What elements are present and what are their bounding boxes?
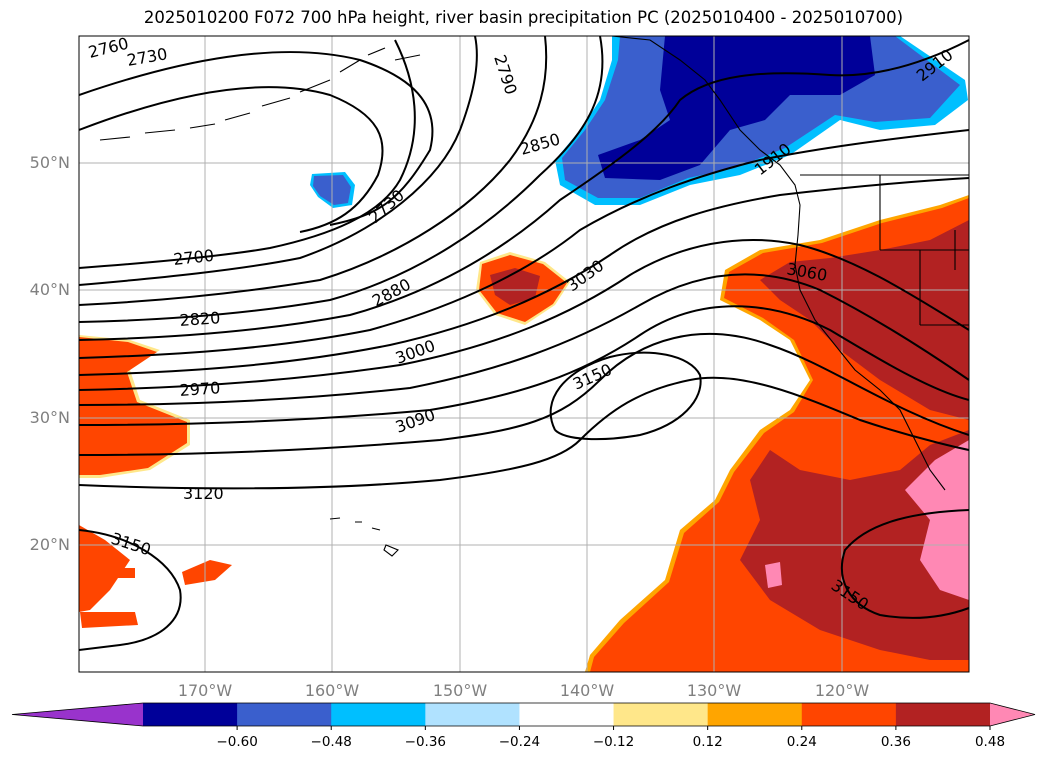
lat-label-30n: 30°N <box>29 408 70 427</box>
lon-label-150w: 150°W <box>432 681 488 700</box>
colorbar-segment <box>425 703 520 726</box>
precip-positive-region <box>115 568 135 578</box>
colorbar-outline <box>11 702 1036 727</box>
colorbar-tick-label: −0.60 <box>216 734 258 750</box>
colorbar-tick-label: −0.24 <box>498 734 541 750</box>
colorbar-tick-label: 0.48 <box>974 734 1006 750</box>
colorbar-tick-label: 0.24 <box>786 734 817 750</box>
aleutian-islands <box>99 47 421 141</box>
lon-label-120w: 120°W <box>814 681 870 700</box>
precip-positive-region <box>79 337 187 475</box>
precip-positive-region <box>760 220 969 420</box>
colorbar-tick-label: −0.36 <box>404 734 447 750</box>
precip-positive-region <box>80 612 138 628</box>
colorbar-segment <box>519 703 615 726</box>
graticule <box>79 36 969 672</box>
colorbar-segment <box>143 703 238 726</box>
lat-label-50n: 50°N <box>29 153 70 172</box>
lon-label-160w: 160°W <box>304 681 360 700</box>
precip-positive-region <box>182 560 232 585</box>
colorbar-segment <box>801 703 897 726</box>
contour-label: 2700 <box>172 246 214 269</box>
lon-label-130w: 130°W <box>686 681 742 700</box>
colorbar-segment <box>613 703 709 726</box>
colorbar-extension-high <box>990 703 1035 726</box>
contour-label: 2820 <box>179 308 221 330</box>
precip-positive-region <box>79 525 130 612</box>
colorbar-segment <box>237 703 332 726</box>
map-frame <box>78 35 970 673</box>
colorbar-extension-low <box>12 703 143 726</box>
lon-label-170w: 170°W <box>177 681 233 700</box>
colorbar-segment <box>331 703 426 726</box>
colorbar-tick-label: 0.12 <box>692 734 723 750</box>
colorbar-segment <box>707 703 803 726</box>
figure-title: 2025010200 F072 700 hPa height, river ba… <box>143 8 904 27</box>
precip-field <box>79 36 969 672</box>
colorbar-tick-label: 0.36 <box>880 734 911 750</box>
height-contours <box>79 36 969 651</box>
precip-negative-region <box>598 36 875 180</box>
contour-label: 2970 <box>179 378 221 400</box>
precip-positive-region <box>905 440 969 600</box>
hawaiian-islands <box>329 517 399 557</box>
colorbar-tick-label: −0.48 <box>310 734 352 750</box>
lat-label-20n: 20°N <box>29 535 70 554</box>
colorbar-tick-label: −0.12 <box>592 734 635 750</box>
contour-label: 3120 <box>183 484 224 503</box>
colorbar-segment <box>895 703 991 726</box>
colorbar <box>11 702 1036 730</box>
precip-positive-region <box>490 268 540 305</box>
lat-label-40n: 40°N <box>29 280 70 299</box>
lon-label-140w: 140°W <box>559 681 615 700</box>
precip-positive-region <box>765 562 782 588</box>
state-borders <box>800 174 969 326</box>
